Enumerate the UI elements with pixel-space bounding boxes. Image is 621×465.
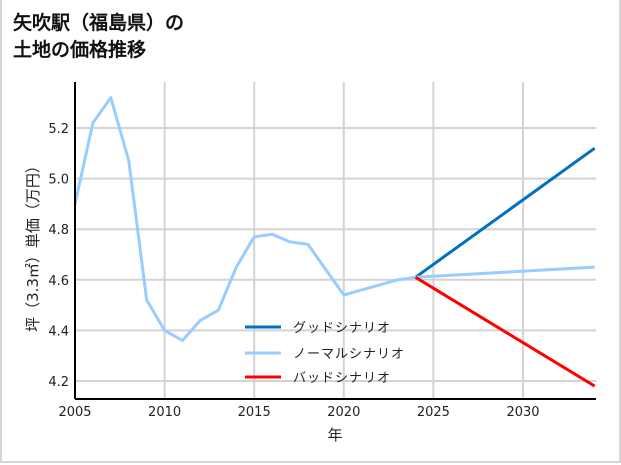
x-tick-label: 2025	[417, 405, 450, 420]
y-tick-label: 5.2	[48, 122, 69, 137]
y-tick-label: 4.6	[48, 274, 69, 289]
x-tick-label: 2010	[148, 405, 181, 420]
x-tick-label: 2005	[58, 405, 91, 420]
y-tick-label: 4.4	[48, 324, 69, 339]
x-tick-label: 2030	[506, 405, 539, 420]
legend-label: ノーマルシナリオ	[293, 347, 405, 362]
series-line	[73, 96, 595, 342]
series-line	[414, 146, 596, 279]
y-tick-label: 5.0	[48, 173, 69, 188]
x-tick-label: 2015	[238, 405, 271, 420]
y-axis-label: 坪（3.3㎡）単価（万円）	[24, 158, 42, 332]
x-axis-label: 年	[327, 426, 342, 444]
x-tick-label: 2020	[327, 405, 360, 420]
series-line	[414, 276, 596, 388]
y-tick-label: 4.2	[48, 375, 69, 390]
title-line-1: 矢吹駅（福島県）の	[13, 12, 185, 34]
title-line-2: 土地の価格推移	[13, 39, 147, 61]
legend-label: グッドシナリオ	[293, 321, 391, 336]
chart-title: 矢吹駅（福島県）の 土地の価格推移	[13, 10, 184, 64]
y-tick-label: 4.8	[48, 223, 69, 238]
legend-label: バッドシナリオ	[293, 371, 391, 386]
